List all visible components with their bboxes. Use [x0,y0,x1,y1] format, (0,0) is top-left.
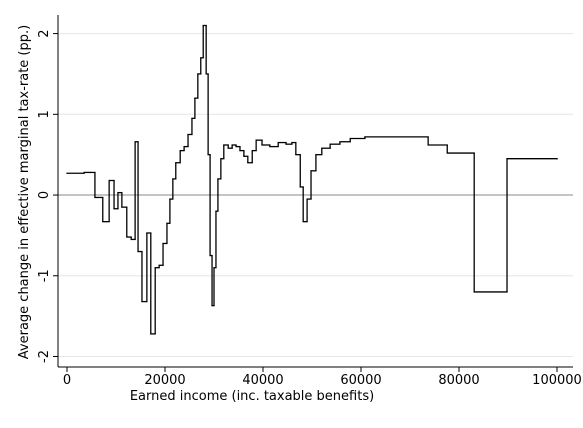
x-tick-label: 60000 [340,373,381,388]
y-tick-label: -2 [37,350,52,363]
y-tick-label: -1 [37,269,52,282]
x-tick-label: 40000 [242,373,283,388]
y-tick-label: 0 [37,191,52,199]
x-tick-label: 0 [63,373,71,388]
x-tick-label: 100000 [532,373,582,388]
x-tick-label: 20000 [144,373,185,388]
y-axis-label: Average change in effective marginal tax… [17,25,32,359]
y-tick-label: 1 [37,110,52,118]
x-axis-label: Earned income (inc. taxable benefits) [130,389,374,404]
x-tick-label: 80000 [438,373,479,388]
y-tick-label: 2 [37,29,52,37]
